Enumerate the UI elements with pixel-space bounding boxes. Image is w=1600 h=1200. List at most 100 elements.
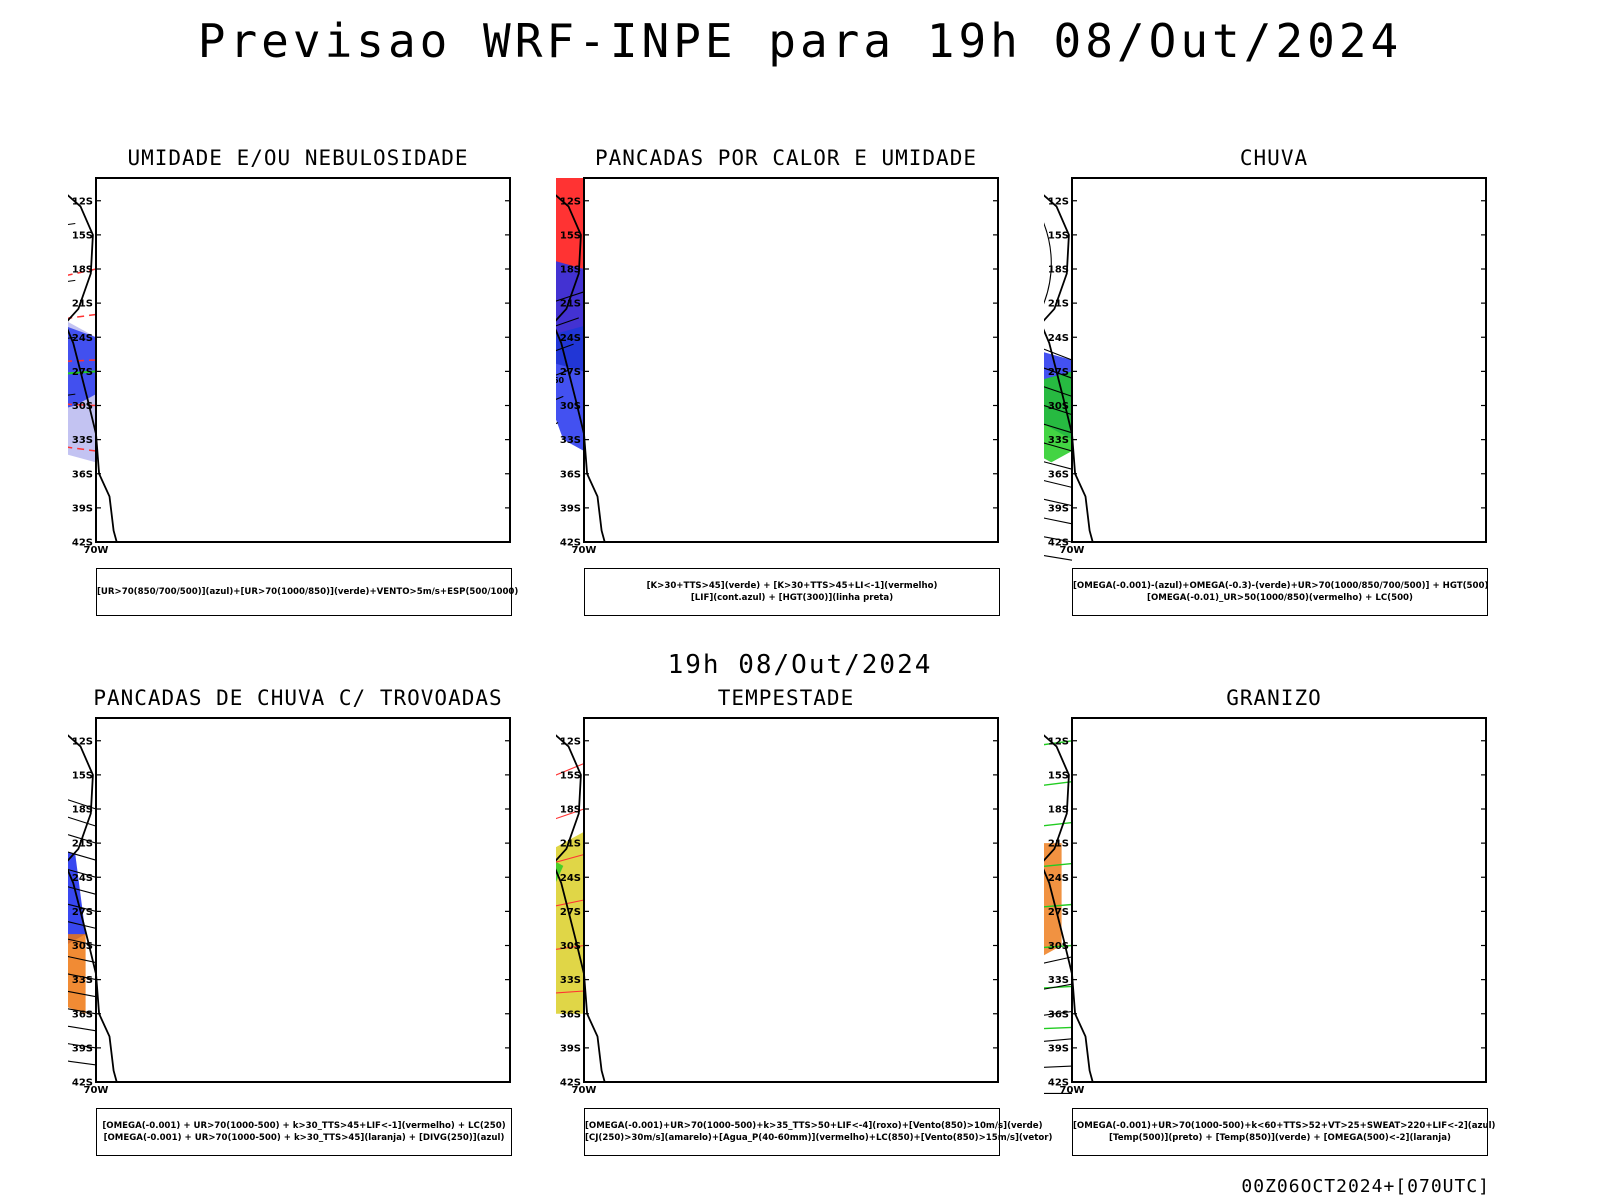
panel-title: PANCADAS DE CHUVA C/ TROVOADAS	[93, 686, 503, 710]
map-frame	[1071, 177, 1487, 543]
lat-tick-label: 27S	[560, 907, 581, 918]
lon-tick-label: 70W	[572, 545, 597, 556]
lat-tick-label: 12S	[1048, 196, 1069, 207]
lon-tick-label: 70W	[84, 545, 109, 556]
lat-tick-label: 33S	[72, 435, 93, 446]
lat-tick-label: 27S	[1048, 367, 1069, 378]
run-timestamp: 00Z06OCT2024+[070UTC]	[1241, 1176, 1490, 1197]
lat-tick-label: 33S	[1048, 435, 1069, 446]
lat-tick-label: 18S	[560, 265, 581, 276]
panel-legend: [K>30+TTS>45](verde) + [K>30+TTS>45+LI<-…	[584, 568, 1000, 616]
lat-tick-label: 24S	[1048, 873, 1069, 884]
map-frame	[1071, 717, 1487, 1083]
lat-tick-label: 30S	[560, 401, 581, 412]
lat-tick-label: 42S	[560, 1078, 581, 1089]
lat-tick-label: 30S	[560, 941, 581, 952]
lat-tick-label: 39S	[560, 1043, 581, 1054]
legend-line: [K>30+TTS>45](verde) + [K>30+TTS>45+LI<-…	[646, 581, 938, 591]
map-chuva: 58557657312S15S18S21S24S27S30S33S36S39S4…	[1044, 177, 1487, 561]
lat-tick-label: 21S	[560, 839, 581, 850]
panel-legend: [UR>70(850/700/500)](azul)+[UR>70(1000/8…	[96, 568, 518, 616]
panel-title: PANCADAS POR CALOR E UMIDADE	[594, 146, 977, 170]
legend-line: [Temp(500)](preto) + [Temp(850)](verde) …	[1109, 1133, 1451, 1143]
lat-tick-label: 18S	[1048, 265, 1069, 276]
legend-line: [OMEGA(-0.001) + UR>70(1000-500) + k>30_…	[102, 1121, 506, 1131]
lat-tick-label: 33S	[560, 435, 581, 446]
lat-tick-label: 21S	[1048, 839, 1069, 850]
panel-granizo: GRANIZO -12-15-18-21-2412151812S15S18S21…	[1044, 686, 1504, 1186]
lat-tick-label: 27S	[560, 367, 581, 378]
lif-blue-area	[556, 261, 584, 451]
map-tempestade: 40406012S15S18S21S24S27S30S33S36S39S42S7…	[556, 717, 999, 1096]
lat-tick-label: 12S	[72, 196, 93, 207]
legend-line: [CJ(250)>30m/s](amarelo)+[Agua_P(40-60mm…	[585, 1133, 1053, 1143]
lat-tick-label: 42S	[1048, 538, 1069, 549]
hgt500-contour	[1044, 222, 1052, 305]
legend-line: [OMEGA(-0.001) + UR>70(1000-500) + k>30_…	[103, 1133, 505, 1143]
lat-tick-label: 27S	[1048, 907, 1069, 918]
panel-trovoadas: PANCADAS DE CHUVA C/ TROVOADAS 12S 15S 18S…	[68, 686, 528, 1186]
lat-tick-label: 12S	[560, 736, 581, 747]
lat-tick-label: 15S	[1048, 230, 1069, 241]
lat-tick-label: 33S	[1048, 975, 1069, 986]
lat-tick-label: 21S	[72, 839, 93, 850]
lat-tick-label: 33S	[560, 975, 581, 986]
panel-legend: [OMEGA(-0.001)-(azul)+OMEGA(-0.3)-(verde…	[1072, 568, 1488, 616]
legend-line: [LIF](cont.azul) + [HGT(300)](linha pret…	[690, 593, 894, 603]
lat-tick-label: 18S	[1048, 805, 1069, 816]
lat-tick-label: 24S	[72, 333, 93, 344]
state-border	[68, 194, 94, 322]
lat-tick-label: 42S	[560, 538, 581, 549]
mid-title: 19h 08/Out/2024	[667, 650, 933, 680]
map-frame	[583, 177, 999, 543]
state-border	[1044, 734, 1070, 862]
lat-tick-label: 21S	[72, 299, 93, 310]
map-frame	[95, 177, 511, 543]
lat-tick-label: 36S	[1048, 469, 1069, 480]
map-frame	[583, 717, 999, 1083]
map-trovoadas: 12S15S18S21S24S27S30S33S36S39S42S70W65W6…	[68, 717, 511, 1096]
lat-tick-label: 39S	[1048, 1043, 1069, 1054]
lat-tick-label: 12S	[72, 736, 93, 747]
lat-tick-label: 21S	[560, 299, 581, 310]
panel-title: UMIDADE E/OU NEBULOSIDADE	[127, 146, 469, 170]
lat-tick-label: 30S	[1048, 401, 1069, 412]
lat-tick-label: 24S	[560, 873, 581, 884]
lat-tick-label: 24S	[72, 873, 93, 884]
state-border	[68, 734, 94, 862]
lat-tick-label: 36S	[72, 1009, 93, 1020]
panel-title: TEMPESTADE	[717, 686, 855, 710]
lat-tick-label: 18S	[560, 805, 581, 816]
lat-tick-label: 18S	[72, 265, 93, 276]
lat-tick-label: 30S	[72, 401, 93, 412]
legend-line: [OMEGA(-0.001)+UR>70(1000-500)+k<60+TTS>…	[1073, 1121, 1496, 1131]
panel-chuva: CHUVA 58557657312S15S18S21S24S27S30S33S3…	[1044, 146, 1504, 646]
lat-tick-label: 39S	[72, 1043, 93, 1054]
map-granizo: -12-15-18-21-2412151812S15S18S21S24S27S3…	[1044, 717, 1487, 1096]
hgt300-contour	[556, 422, 559, 425]
lat-tick-label: 24S	[560, 333, 581, 344]
lat-tick-label: 18S	[72, 805, 93, 816]
lat-tick-label: 42S	[72, 538, 93, 549]
lon-tick-label: 70W	[1060, 1085, 1085, 1096]
panel-legend: [OMEGA(-0.001) + UR>70(1000-500) + k>30_…	[96, 1108, 512, 1156]
panel-title: GRANIZO	[1226, 686, 1322, 710]
lat-tick-label: 39S	[560, 503, 581, 514]
lat-tick-label: 27S	[72, 367, 93, 378]
lat-tick-label: 36S	[72, 469, 93, 480]
state-border	[1044, 194, 1070, 322]
lat-tick-label: 39S	[1048, 503, 1069, 514]
lat-tick-label: 39S	[72, 503, 93, 514]
panel-title: CHUVA	[1239, 146, 1309, 170]
lon-tick-label: 70W	[1060, 545, 1085, 556]
lat-tick-label: 12S	[560, 196, 581, 207]
lat-tick-label: 15S	[1048, 770, 1069, 781]
legend-line: [OMEGA(-0.01)_UR>50(1000/850)(vermelho) …	[1147, 593, 1413, 603]
main-title: Previsao WRF-INPE para 19h 08/Out/2024	[197, 14, 1403, 68]
lat-tick-label: 42S	[72, 1078, 93, 1089]
lat-tick-label: 12S	[1048, 736, 1069, 747]
lat-tick-label: 36S	[1048, 1009, 1069, 1020]
contour-value-label: 9360	[556, 376, 565, 385]
lat-tick-label: 15S	[560, 230, 581, 241]
lat-tick-label: 36S	[560, 1009, 581, 1020]
